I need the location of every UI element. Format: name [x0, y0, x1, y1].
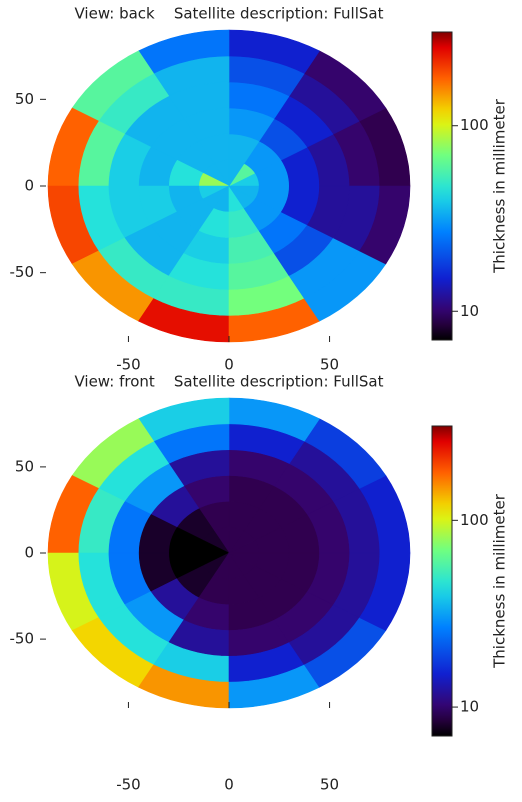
x-tick-label: 0 — [224, 776, 234, 794]
heat-cell — [359, 185, 411, 265]
y-tick-label: 50 — [15, 90, 34, 108]
y-tick-label: -50 — [10, 263, 35, 281]
colorbar-tick-label: 10 — [460, 698, 479, 716]
colorbar — [431, 31, 453, 341]
colorbar-tick-label: 100 — [460, 511, 489, 529]
colorbar-tick-label: 100 — [460, 116, 489, 134]
chart-title: View: front Satellite description: FullS… — [74, 373, 383, 391]
x-tick-label: 50 — [320, 356, 339, 374]
x-tick-label: 50 — [320, 776, 339, 794]
y-tick-label: 0 — [24, 544, 34, 562]
heat-cell — [359, 552, 411, 631]
x-tick-label: -50 — [116, 356, 141, 374]
colorbar — [431, 425, 453, 737]
y-tick-label: 0 — [24, 177, 34, 195]
chart-title: View: back Satellite description: FullSa… — [75, 5, 384, 23]
colorbar-tick-label: 10 — [460, 302, 479, 320]
x-tick-label: 0 — [224, 356, 234, 374]
colorbar-label: Thickness in millimeter — [491, 98, 509, 274]
colorbar-label: Thickness in millimeter — [491, 493, 509, 669]
y-tick-label: -50 — [10, 630, 35, 648]
y-tick-label: 50 — [15, 457, 34, 475]
x-tick-label: -50 — [116, 776, 141, 794]
